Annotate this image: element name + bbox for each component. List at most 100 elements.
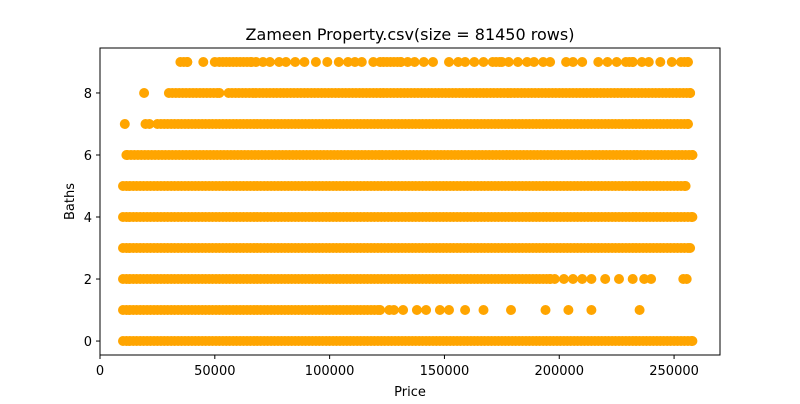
data-point <box>119 119 130 129</box>
data-point <box>478 57 489 67</box>
data-point <box>666 57 677 67</box>
data-point <box>398 305 409 315</box>
data-point <box>434 305 445 315</box>
data-point <box>274 57 285 67</box>
data-point <box>469 57 480 67</box>
data-point <box>529 57 539 67</box>
baths-1-row <box>118 305 645 315</box>
data-point <box>460 305 471 315</box>
data-point <box>634 305 645 315</box>
data-point <box>444 305 454 315</box>
data-point <box>549 274 560 284</box>
data-point <box>545 57 556 67</box>
baths-8-row <box>139 88 696 98</box>
data-point <box>687 212 698 222</box>
data-point <box>680 181 691 191</box>
data-point <box>611 57 622 67</box>
data-point <box>388 305 399 315</box>
data-point <box>395 57 406 67</box>
data-point <box>655 57 666 67</box>
data-point <box>563 305 574 315</box>
baths-4-row <box>118 212 698 222</box>
baths-7-row <box>119 119 693 129</box>
data-point <box>258 57 268 67</box>
data-point <box>421 305 432 315</box>
y-axis-label: Baths <box>63 183 78 220</box>
x-tick-label: 200000 <box>534 364 584 379</box>
baths-5-row <box>118 181 691 191</box>
data-point <box>428 57 438 67</box>
data-point <box>681 274 692 284</box>
baths-9-row <box>175 57 693 67</box>
data-point <box>506 305 516 315</box>
data-point <box>685 243 696 253</box>
data-point <box>209 57 220 67</box>
data-point <box>409 57 420 67</box>
data-point <box>682 57 693 67</box>
data-point <box>349 57 360 67</box>
data-point <box>290 57 301 67</box>
data-point <box>682 119 693 129</box>
data-point <box>687 150 698 160</box>
data-point <box>602 57 613 67</box>
data-point <box>453 57 464 67</box>
chart-title: Zameen Property.csv(size = 81450 rows) <box>246 25 575 44</box>
x-tick-label: 100000 <box>305 364 355 379</box>
data-point <box>375 305 386 315</box>
data-point <box>503 57 514 67</box>
data-point <box>593 57 604 67</box>
data-point <box>144 119 155 129</box>
data-point <box>418 57 429 67</box>
data-point <box>460 57 471 67</box>
data-point <box>512 57 523 67</box>
data-point <box>356 57 367 67</box>
x-axis: 0 50000 100000 150000 200000 250000 <box>96 355 699 379</box>
data-point <box>586 305 597 315</box>
data-point <box>627 57 638 67</box>
data-point <box>251 57 262 67</box>
baths-6-row <box>121 150 698 160</box>
points-layer <box>118 57 698 346</box>
data-point <box>343 57 353 67</box>
data-point <box>643 57 654 67</box>
data-point <box>614 274 624 284</box>
y-tick-label: 2 <box>84 273 92 288</box>
data-point <box>333 57 344 67</box>
data-point <box>281 57 291 67</box>
x-tick-label: 50000 <box>194 364 235 379</box>
data-point <box>322 57 333 67</box>
data-point <box>368 57 379 67</box>
y-tick-label: 8 <box>84 87 92 102</box>
data-point <box>627 274 638 284</box>
data-point <box>299 57 310 67</box>
data-point <box>600 274 611 284</box>
data-point <box>561 57 572 67</box>
data-point <box>646 274 657 284</box>
data-point <box>182 57 193 67</box>
data-point <box>586 274 597 284</box>
y-tick-label: 6 <box>84 149 92 164</box>
x-tick-label: 0 <box>96 364 104 379</box>
data-point <box>568 57 578 67</box>
y-tick-label: 4 <box>84 211 92 226</box>
y-axis: 0 2 4 6 8 <box>84 87 100 350</box>
x-tick-label: 250000 <box>649 364 699 379</box>
data-point <box>121 150 132 160</box>
x-tick-label: 150000 <box>420 364 470 379</box>
data-point <box>639 274 650 284</box>
data-point <box>214 88 225 98</box>
data-point <box>198 57 209 67</box>
data-point <box>577 57 588 67</box>
data-point <box>577 274 588 284</box>
data-point <box>568 274 578 284</box>
data-point <box>310 57 321 67</box>
data-point <box>478 305 489 315</box>
data-point <box>411 305 422 315</box>
data-point <box>685 88 696 98</box>
data-point <box>687 336 698 346</box>
data-point <box>139 88 150 98</box>
plot-frame <box>99 47 721 356</box>
y-tick-label: 0 <box>84 335 92 350</box>
